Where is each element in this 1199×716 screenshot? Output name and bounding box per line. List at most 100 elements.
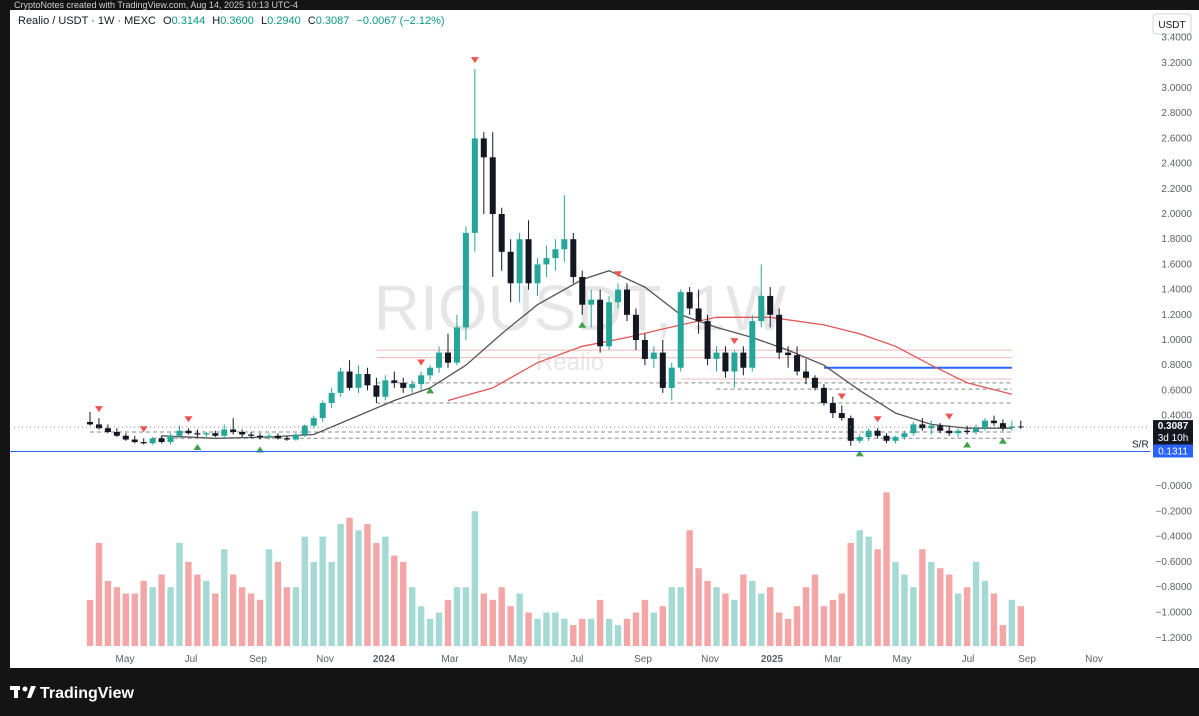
time-tick-label: Sep — [1018, 654, 1036, 665]
candle-body — [964, 430, 971, 432]
oscillator-bar — [865, 536, 872, 646]
candle-body — [588, 299, 595, 305]
oscillator-axis[interactable]: −0.0000 −0.2000 −0.4000 −0.6000 −0.8000 −1.00… — [1156, 481, 1193, 644]
buy-signal-marker — [998, 437, 1007, 444]
time-tick-label: Mar — [824, 654, 842, 665]
oscillator-bar — [874, 549, 881, 646]
oscillator-bar — [937, 568, 944, 646]
candle-body — [838, 413, 845, 419]
price-tick-label: 2.4000 — [1161, 159, 1192, 170]
oscillator-bar — [391, 555, 398, 646]
oscillator-bar — [901, 574, 908, 646]
candle-body — [364, 374, 371, 386]
candle-body — [257, 435, 264, 438]
high-value: 0.3600 — [220, 15, 254, 27]
price-tick-label: 1.2000 — [1161, 310, 1192, 321]
oscillator-bar — [355, 530, 362, 646]
oscillator-bar — [847, 542, 854, 646]
candle-body — [283, 438, 290, 440]
candle-body — [847, 418, 854, 441]
candle-body — [615, 289, 622, 303]
candle-body — [319, 403, 326, 419]
candle-body — [713, 352, 720, 359]
oscillator-bar — [149, 587, 156, 646]
time-tick-label: Sep — [634, 654, 652, 665]
oscillator-bar — [319, 536, 326, 646]
buy-signal-marker — [578, 321, 587, 328]
oscillator-bar — [247, 593, 255, 646]
candle-body — [230, 429, 237, 432]
time-tick-label: Nov — [1085, 654, 1103, 665]
sell-signal-marker — [873, 416, 882, 423]
price-tick-label: 1.6000 — [1161, 259, 1192, 270]
oscillator-bar — [659, 606, 666, 646]
candle-body — [346, 371, 353, 388]
last-price-value: 0.3087 — [1158, 421, 1189, 432]
oscillator-bar — [95, 542, 103, 646]
candle-body — [418, 375, 425, 385]
candle-body — [248, 434, 255, 436]
price-tick-label: 1.0000 — [1161, 335, 1192, 346]
oscillator-bar — [731, 599, 738, 646]
candle-body — [355, 374, 362, 388]
candle-body — [606, 302, 613, 347]
time-axis[interactable]: May Jul Sep Nov 2024 Mar May Jul Sep Nov 2025 Mar Ma… — [116, 654, 1103, 665]
sell-signal-marker — [94, 406, 103, 413]
candle-body — [194, 433, 201, 435]
currency-button[interactable]: USDT — [1152, 13, 1192, 35]
candle-body — [427, 367, 434, 376]
oscillator-bar — [230, 574, 237, 646]
candle-body — [167, 435, 174, 443]
low-label: L — [261, 15, 267, 27]
oscillator-tick-label: −1.2000 — [1156, 633, 1193, 644]
oscillator-bar — [650, 612, 658, 646]
oscillator-bar — [444, 599, 452, 646]
candle-body — [445, 352, 451, 363]
price-axis[interactable]: 3.4000 3.2000 3.0000 2.8000 2.6000 2.4000 2.20… — [1161, 33, 1192, 422]
candle-body — [436, 352, 443, 368]
oscillator-bar — [811, 574, 819, 646]
oscillator-bar — [113, 587, 121, 646]
price-tick-label: 3.0000 — [1161, 83, 1192, 94]
oscillator-bar — [722, 593, 729, 646]
oscillator-bar — [292, 587, 300, 646]
candle-body — [829, 403, 836, 414]
candle-body — [158, 438, 165, 443]
close-value: 0.3087 — [316, 15, 350, 27]
oscillator-bar — [704, 580, 711, 646]
oscillator-bar — [283, 587, 291, 646]
oscillator-bar — [928, 561, 935, 646]
candle-body — [999, 423, 1006, 429]
oscillator-bar — [346, 517, 353, 646]
price-tick-label: 0.8000 — [1161, 360, 1192, 371]
candle-body — [776, 314, 783, 353]
candle-body — [892, 437, 899, 441]
time-tick-label: Sep — [249, 654, 267, 665]
candle-body — [203, 433, 210, 435]
oscillator-bar — [382, 536, 389, 646]
candle-body — [140, 442, 147, 444]
oscillator-bar — [767, 587, 774, 646]
oscillator-bar — [775, 612, 783, 646]
oscillator-bar — [641, 599, 649, 646]
sell-signal-marker — [139, 426, 148, 433]
oscillator-bar — [274, 561, 282, 646]
oscillator-bar — [471, 511, 479, 646]
candle-body — [507, 251, 514, 284]
ma-fast-line — [161, 270, 1012, 439]
candle-body — [400, 382, 407, 388]
candle-body — [382, 380, 389, 397]
candle-body — [901, 433, 908, 438]
tradingview-logo: TradingView — [10, 685, 135, 702]
time-tick-label: May — [116, 654, 135, 665]
chart-canvas — [10, 10, 1199, 668]
sell-signal-marker — [837, 393, 846, 400]
candle-body — [462, 232, 469, 328]
candle-body — [749, 321, 756, 368]
candle-body — [525, 239, 532, 284]
candle-body — [919, 424, 926, 429]
ma-slow-line — [447, 316, 1012, 402]
candle-body — [239, 431, 246, 435]
oscillator-bar — [981, 580, 989, 646]
oscillator-bar — [426, 618, 434, 646]
